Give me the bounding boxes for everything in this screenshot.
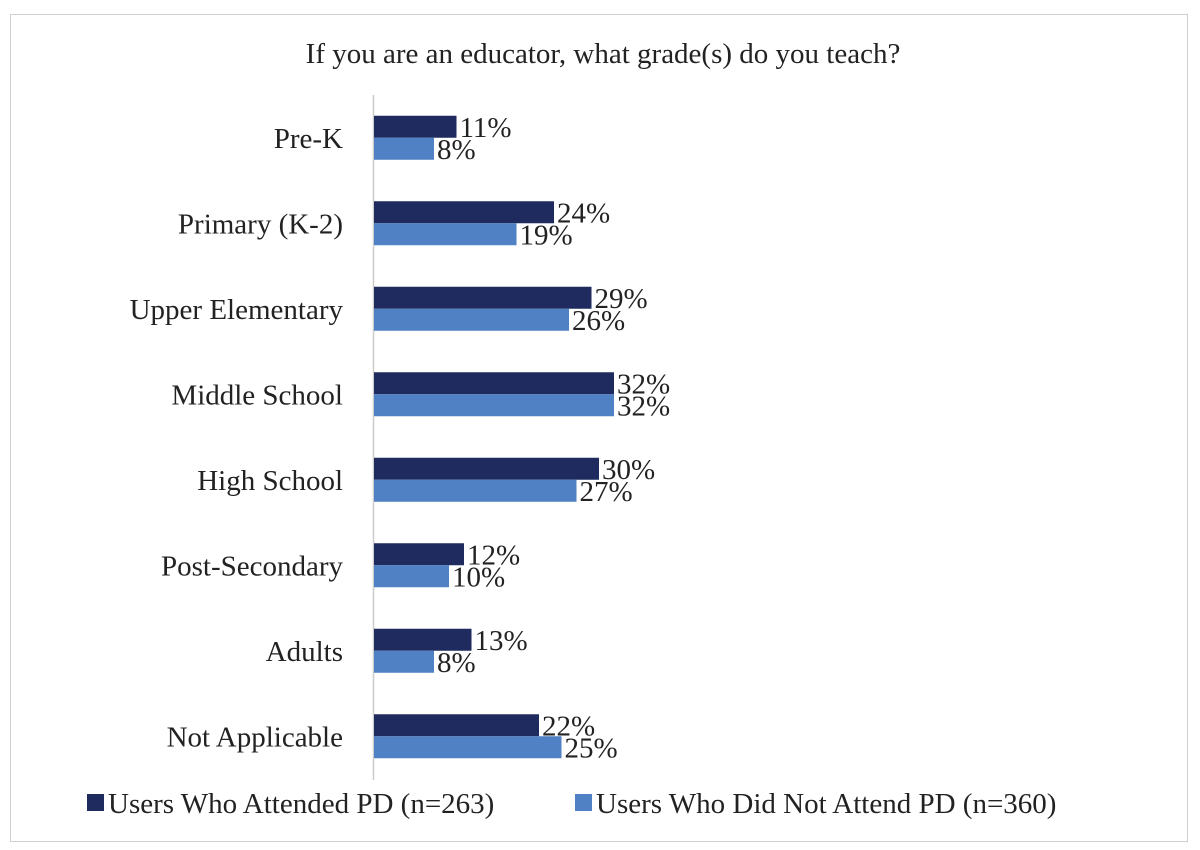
data-label: 32% bbox=[617, 390, 670, 422]
bar-attended bbox=[374, 115, 457, 138]
category-label: Post-Secondary bbox=[161, 550, 344, 582]
data-label: 8% bbox=[437, 134, 476, 166]
bar-attended bbox=[374, 286, 592, 309]
category-label: Middle School bbox=[171, 379, 343, 411]
bar-not-attended bbox=[374, 650, 434, 673]
data-label: 24% bbox=[557, 197, 610, 229]
data-label: 19% bbox=[520, 219, 573, 251]
legend-swatch bbox=[575, 794, 592, 811]
category-label: Adults bbox=[266, 636, 343, 668]
bar-not-attended bbox=[374, 308, 569, 331]
data-label: 30% bbox=[602, 454, 655, 486]
bar-not-attended bbox=[374, 137, 434, 160]
legend-label: Users Who Attended PD (n=263) bbox=[108, 788, 494, 820]
data-label: 10% bbox=[452, 561, 505, 593]
bars-layer: Pre-K 11%8%Primary (K-2) 24%19%Upper Eleme… bbox=[130, 112, 671, 765]
data-label: 13% bbox=[475, 625, 528, 657]
bar-attended bbox=[374, 543, 464, 566]
data-label: 8% bbox=[437, 647, 476, 679]
category-label: Pre-K bbox=[274, 123, 343, 155]
data-label: 12% bbox=[467, 539, 520, 571]
chart-frame bbox=[10, 14, 1188, 842]
category-label: Primary (K-2) bbox=[178, 208, 343, 240]
legend: Users Who Attended PD (n=263) Users Who D… bbox=[87, 788, 1056, 820]
bar-not-attended bbox=[374, 394, 614, 417]
data-label: 11% bbox=[460, 112, 512, 144]
category-label: High School bbox=[197, 465, 343, 497]
bar-attended bbox=[374, 372, 614, 395]
data-label: 27% bbox=[580, 476, 633, 508]
bar-not-attended bbox=[374, 565, 449, 588]
category-label: Upper Elementary bbox=[130, 294, 344, 326]
data-label: 29% bbox=[595, 283, 648, 315]
legend-label: Users Who Did Not Attend PD (n=360) bbox=[596, 788, 1056, 820]
bar-attended bbox=[374, 628, 472, 651]
legend-swatch bbox=[87, 794, 104, 811]
bar-not-attended bbox=[374, 736, 562, 759]
category-label: Not Applicable bbox=[167, 721, 343, 753]
data-label: 32% bbox=[617, 368, 670, 400]
bar-not-attended bbox=[374, 479, 577, 502]
bar-attended bbox=[374, 714, 539, 737]
data-label: 26% bbox=[572, 305, 625, 337]
bar-attended bbox=[374, 201, 554, 224]
data-label: 25% bbox=[565, 732, 618, 764]
chart-title: If you are an educator, what grade(s) do… bbox=[306, 38, 901, 70]
bar-not-attended bbox=[374, 223, 517, 246]
bar-attended bbox=[374, 457, 599, 480]
